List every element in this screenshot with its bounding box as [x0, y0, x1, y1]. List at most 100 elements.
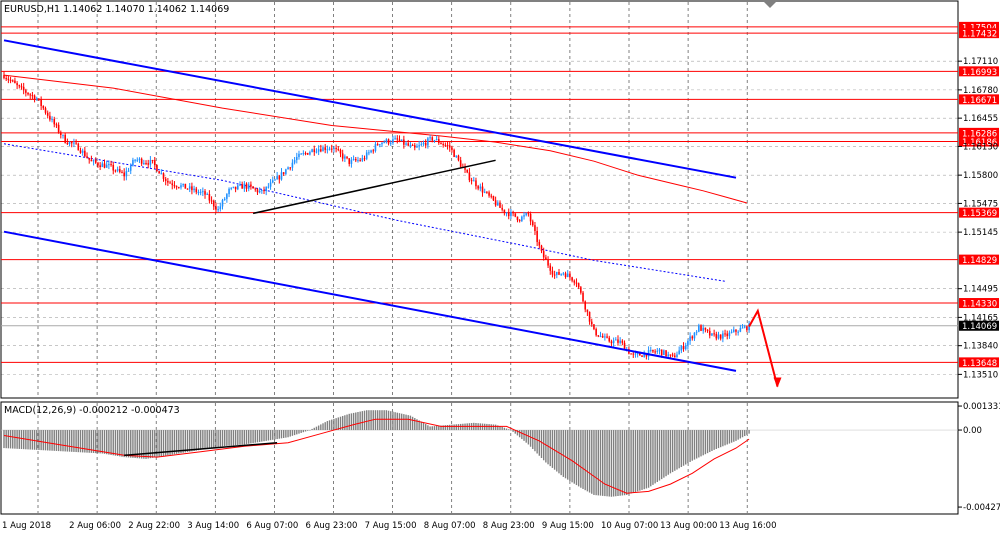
macd-bar	[702, 430, 704, 456]
candle-bear	[590, 321, 593, 325]
macd-bar	[195, 430, 197, 451]
macd-bar	[435, 425, 438, 431]
candle-bear	[40, 99, 42, 106]
macd-bar	[49, 430, 51, 451]
macd-bar	[219, 430, 222, 447]
macd-bar	[307, 430, 309, 431]
x-tick-label: 7 Aug 15:00	[365, 521, 417, 531]
candle-bear	[542, 251, 545, 258]
candle-bear	[617, 339, 619, 343]
candle-bull	[433, 140, 436, 142]
level-label-bg	[959, 66, 999, 77]
chart-shift-icon[interactable]	[764, 2, 776, 8]
candle-bear	[178, 187, 180, 189]
macd-bar	[331, 419, 333, 431]
candle-bull	[566, 273, 569, 278]
candle-bull	[422, 143, 425, 145]
candle-bull	[295, 157, 298, 161]
candle-bull	[634, 353, 637, 355]
candle-bear	[140, 158, 143, 164]
macd-bar	[162, 430, 165, 457]
macd-bar	[352, 412, 355, 431]
macd-bar	[674, 430, 676, 471]
macd-bar	[444, 425, 447, 431]
candle-bear	[438, 139, 440, 144]
macd-bar	[540, 430, 543, 458]
candle-bear	[645, 353, 648, 357]
macd-bar	[256, 430, 259, 443]
macd-bar	[40, 430, 42, 451]
candle-bear	[254, 188, 257, 190]
macd-bar	[385, 410, 388, 431]
macd-bar	[617, 430, 619, 496]
macd-bar	[630, 430, 632, 494]
macd-bar	[663, 430, 665, 478]
moving-average-dotted	[3, 143, 726, 282]
macd-bar	[573, 430, 575, 484]
candle-bull	[116, 169, 119, 171]
candle-bear	[466, 169, 469, 173]
macd-bar	[595, 430, 597, 496]
candle-bear	[580, 287, 582, 293]
macd-y-tick-label: 0.001331	[963, 402, 1000, 412]
macd-bar	[77, 430, 79, 453]
macd-bar	[518, 430, 521, 438]
macd-bar	[623, 430, 626, 496]
macd-bar	[114, 430, 117, 456]
candle-bear	[123, 172, 125, 177]
candle-bull	[523, 215, 525, 217]
candle-bear	[33, 95, 36, 100]
candle-bull	[344, 156, 346, 159]
candle-bull	[389, 142, 392, 144]
candle-bull	[193, 188, 195, 191]
macd-bar	[228, 430, 230, 446]
candle-bull	[392, 139, 394, 143]
candle-bear	[18, 85, 21, 87]
candle-bull	[298, 153, 300, 158]
candle-bear	[527, 213, 530, 215]
candle-bull	[510, 211, 512, 217]
macd-bar	[499, 426, 501, 431]
level-label-bg	[959, 94, 999, 105]
macd-bar	[599, 430, 602, 496]
x-tick-label: 13 Aug 00:00	[660, 521, 717, 531]
candle-bull	[693, 332, 696, 339]
macd-bar	[713, 430, 715, 450]
candle-bear	[534, 225, 536, 231]
y-tick-label: 1.13510	[963, 370, 998, 380]
candle-bull	[739, 328, 742, 332]
x-tick-label: 9 Aug 15:00	[542, 521, 594, 531]
level-label: 1.16186	[962, 138, 997, 148]
candle-bull	[35, 98, 38, 100]
candle-bear	[411, 144, 414, 146]
candle-bear	[621, 340, 624, 343]
candle-bear	[162, 173, 165, 179]
candle-bull	[182, 183, 184, 186]
macd-bar	[291, 430, 294, 436]
macd-bar	[676, 430, 678, 470]
macd-bar	[392, 411, 394, 431]
candle-bull	[134, 159, 136, 161]
macd-bar	[178, 430, 180, 454]
level-label: 1.16286	[962, 129, 997, 139]
macd-bar	[667, 430, 669, 475]
macd-bar	[560, 430, 562, 476]
candle-bull	[599, 336, 602, 338]
macd-bar	[337, 417, 340, 431]
level-label-bg	[959, 298, 999, 309]
candle-bull	[274, 179, 276, 181]
macd-bar	[121, 430, 123, 457]
macd-bar	[53, 430, 55, 451]
macd-bar	[324, 422, 326, 431]
candle-bear	[191, 186, 193, 191]
macd-bar	[66, 430, 69, 452]
x-tick-label: 1 Aug 2018	[2, 521, 51, 531]
trend-lines	[3, 39, 782, 388]
x-tick-label: 6 Aug 07:00	[246, 521, 298, 531]
macd-bar	[86, 430, 88, 453]
macd-bar	[586, 430, 589, 492]
candle-bull	[101, 163, 104, 167]
candle-bear	[210, 200, 213, 202]
candle-bear	[597, 335, 600, 337]
candle-bear	[569, 273, 571, 278]
